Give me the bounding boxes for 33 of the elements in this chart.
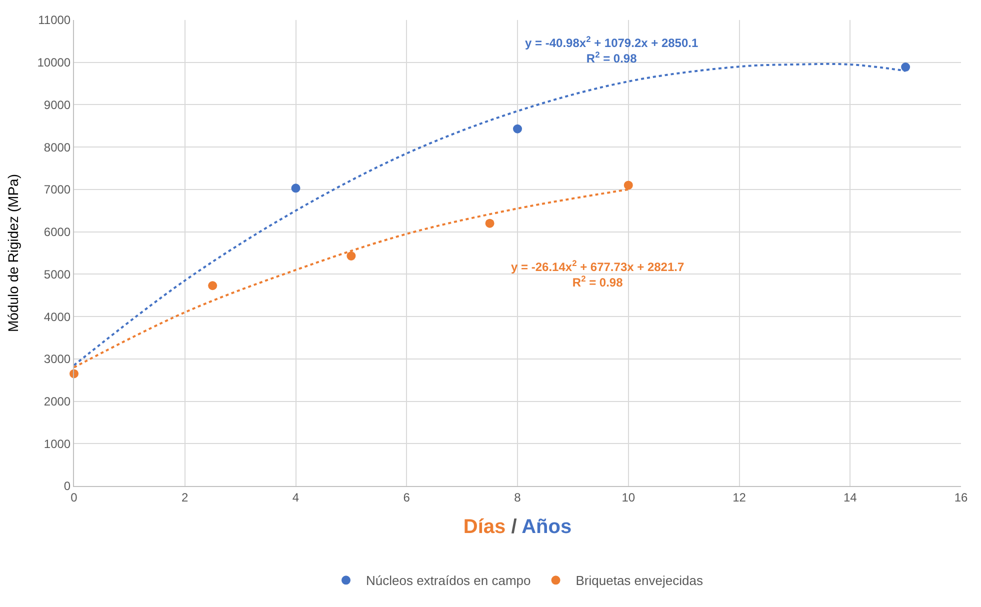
point <box>485 218 494 228</box>
x-tick-label: 14 <box>843 490 858 504</box>
y-tick-label: 8000 <box>44 140 71 154</box>
y-tick-label: 10000 <box>37 56 71 70</box>
point <box>208 281 218 290</box>
x-axis-title: Días / Años <box>463 516 572 538</box>
y-tick-label: 4000 <box>44 310 71 324</box>
point <box>624 180 633 190</box>
y-tick-label: 0 <box>64 479 71 494</box>
x-tick-label: 12 <box>732 490 746 504</box>
y-axis-title: Módulo de Rigidez (MPa) <box>4 174 21 332</box>
y-tick-label: 9000 <box>44 98 71 112</box>
y-tick-label: 7000 <box>44 182 71 197</box>
y-tick-label: 6000 <box>44 225 71 240</box>
point <box>291 184 300 193</box>
x-tick-label: 6 <box>403 490 410 504</box>
y-tick-label: 2000 <box>44 394 71 408</box>
point <box>346 251 356 260</box>
annotation: y = -26.14x$^{2}$ + 677.73x + 2821.7 R$^{2}$ = 0.98 <box>511 258 684 290</box>
point <box>901 62 910 72</box>
annotation: y = -40.98x$^{2}$ + 1079.2x + 2850.1 R$^{2}$ = 0.98 <box>525 34 698 66</box>
point <box>513 124 522 134</box>
x-tick-label: 4 <box>292 490 300 504</box>
x-tick-label: 10 <box>622 490 636 504</box>
x-tick-label: 8 <box>514 490 522 504</box>
x-tick-label: 2 <box>182 490 189 504</box>
y-tick-label: 3000 <box>44 352 71 366</box>
legend-label: Núcleos extraídos en campo <box>366 573 531 588</box>
legend-label: Briquetas envejecidas <box>576 573 704 588</box>
x-tick-label: 16 <box>954 490 968 504</box>
y-tick-label: 11000 <box>38 13 71 28</box>
y-tick-label: 1000 <box>44 436 71 451</box>
y-tick-label: 5000 <box>44 267 71 282</box>
